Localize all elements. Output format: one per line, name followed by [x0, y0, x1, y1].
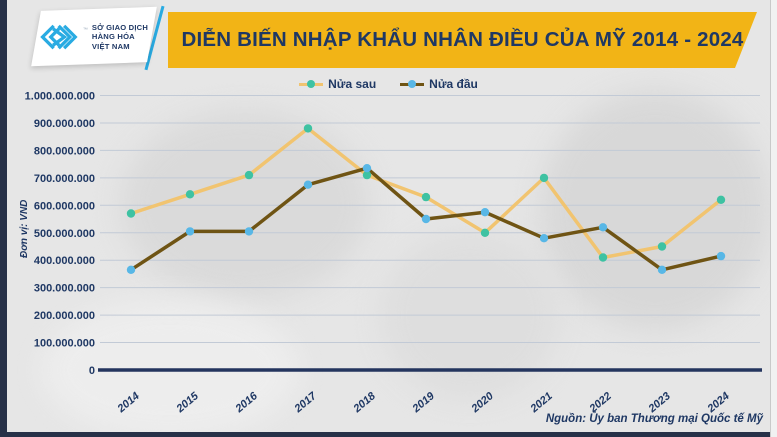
legend-item-first-half: Nửa đầu: [400, 77, 478, 91]
svg-text:2017: 2017: [292, 390, 320, 416]
org-name: SỞ GIAO DỊCH HÀNG HÓA VIỆT NAM: [92, 23, 148, 50]
svg-text:400.000.000: 400.000.000: [34, 255, 95, 267]
svg-text:2014: 2014: [115, 390, 142, 416]
source-note: Nguồn: Ủy ban Thương mại Quốc tế Mỹ: [545, 413, 763, 425]
org-line-1: SỞ GIAO DỊCH: [92, 22, 149, 32]
mxv-logo: ™ SỞ GIAO DỊCH HÀNG HÓA VIỆT NAM: [31, 6, 157, 67]
dot-marker-icon: [307, 80, 316, 88]
title-banner: DIỄN BIẾN NHẬP KHẨU NHÂN ĐIỀU CỦA MỸ 201…: [168, 12, 757, 68]
legend-label: Nửa sau: [328, 77, 377, 91]
svg-text:600.000.000: 600.000.000: [34, 200, 95, 212]
svg-text:300.000.000: 300.000.000: [34, 283, 95, 295]
svg-text:2016: 2016: [233, 390, 261, 416]
svg-text:2018: 2018: [351, 390, 379, 416]
svg-text:0: 0: [89, 365, 95, 377]
svg-text:2019: 2019: [410, 390, 438, 416]
chevron-logo-icon: [40, 24, 79, 49]
svg-text:2023: 2023: [646, 390, 673, 416]
page-title: DIỄN BIẾN NHẬP KHẨU NHÂN ĐIỀU CỦA MỸ 201…: [181, 28, 744, 51]
legend-swatch: [299, 80, 324, 88]
chart-legend: Nửa sau Nửa đầu: [0, 77, 777, 91]
svg-text:2015: 2015: [174, 390, 202, 416]
mxv-logo-inner: ™ SỞ GIAO DỊCH HÀNG HÓA VIỆT NAM: [39, 23, 149, 51]
dot-marker-icon: [408, 80, 417, 88]
frame-border-left: [0, 0, 7, 437]
frame-border-bottom: [0, 432, 777, 437]
org-line-2: HÀNG HÓA: [92, 31, 136, 41]
svg-text:500.000.000: 500.000.000: [34, 228, 95, 240]
org-line-3: VIỆT NAM: [92, 41, 131, 51]
map-watermark: [540, 90, 770, 330]
frame-border-right: [770, 0, 777, 437]
svg-text:900.000.000: 900.000.000: [34, 118, 95, 130]
svg-text:2021: 2021: [528, 390, 555, 416]
svg-text:2024: 2024: [705, 390, 732, 416]
svg-text:200.000.000: 200.000.000: [34, 310, 95, 322]
legend-swatch: [400, 80, 425, 88]
legend-item-second-half: Nửa sau: [299, 77, 376, 91]
trademark-symbol: ™: [83, 26, 89, 33]
svg-text:700.000.000: 700.000.000: [34, 173, 95, 185]
svg-text:2022: 2022: [587, 390, 614, 416]
svg-text:Đơn vị: VND: Đơn vị: VND: [19, 200, 30, 258]
svg-text:1.000.000.000: 1.000.000.000: [25, 91, 95, 103]
svg-text:800.000.000: 800.000.000: [34, 145, 95, 157]
legend-label: Nửa đầu: [429, 77, 478, 91]
svg-text:100.000.000: 100.000.000: [34, 338, 95, 350]
svg-text:2020: 2020: [469, 390, 497, 416]
